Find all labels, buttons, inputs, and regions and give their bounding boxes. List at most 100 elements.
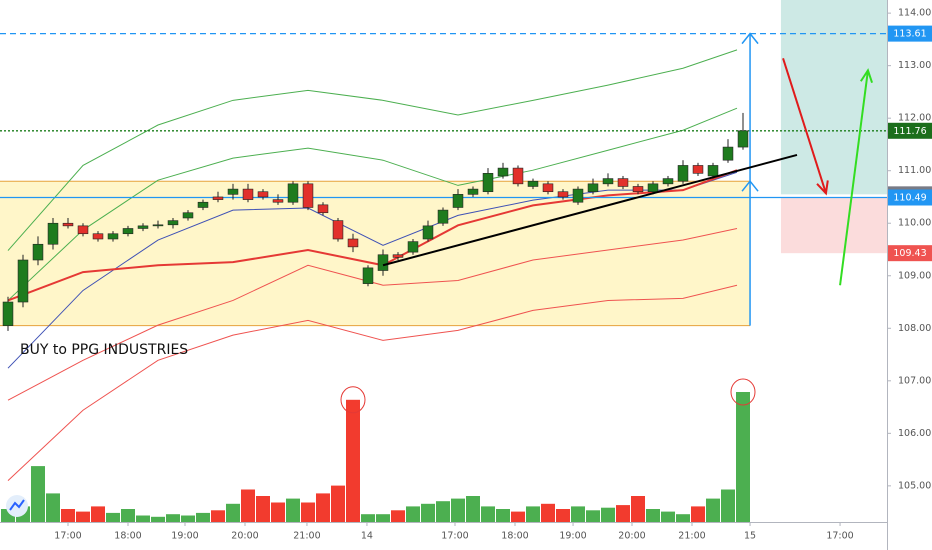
candle-body bbox=[482, 173, 494, 193]
range-box bbox=[0, 181, 751, 326]
candle-body bbox=[692, 165, 704, 174]
candle-body bbox=[362, 267, 374, 284]
y-tick-label: 108.00 bbox=[898, 323, 931, 334]
volume-bar bbox=[615, 505, 630, 522]
volume-bar bbox=[270, 502, 285, 522]
x-tick-label: 19:00 bbox=[171, 531, 198, 542]
candle-body bbox=[287, 183, 299, 203]
candle-body bbox=[572, 188, 584, 203]
candle-body bbox=[542, 183, 554, 193]
logo-mark bbox=[9, 499, 25, 511]
y-tick-label: 111.00 bbox=[898, 165, 931, 176]
indicator-line bbox=[7, 49, 738, 251]
indicator-line bbox=[7, 227, 738, 401]
candle-body bbox=[707, 165, 719, 177]
candle-body bbox=[77, 225, 89, 235]
volume-bar bbox=[165, 514, 180, 522]
measure-arrowhead bbox=[741, 32, 759, 45]
volume-bar bbox=[675, 514, 690, 522]
y-tick-label: 106.00 bbox=[898, 428, 931, 439]
y-tick-label: 114.00 bbox=[898, 8, 931, 19]
candle-body bbox=[92, 233, 104, 240]
volume-bar bbox=[135, 515, 150, 522]
volume-bar bbox=[450, 498, 465, 522]
trendline bbox=[382, 153, 798, 267]
candle-body bbox=[347, 238, 359, 248]
volume-bar bbox=[720, 489, 735, 522]
candle-body bbox=[677, 165, 689, 182]
volume-bar bbox=[345, 399, 360, 522]
candle-body bbox=[47, 222, 59, 245]
y-tick-label: 109.00 bbox=[898, 270, 931, 281]
volume-circle bbox=[340, 386, 366, 414]
candle-body bbox=[512, 167, 524, 185]
volume-bar bbox=[510, 511, 525, 522]
volume-bar bbox=[390, 510, 405, 522]
y-tick-label: 105.00 bbox=[898, 480, 931, 491]
volume-bar bbox=[540, 503, 555, 522]
candle-body bbox=[212, 196, 224, 200]
y-tick-label: 110.00 bbox=[898, 218, 931, 229]
candle-body bbox=[137, 225, 149, 229]
volume-bar bbox=[300, 502, 315, 522]
candle-body bbox=[422, 225, 434, 240]
volume-bar bbox=[285, 498, 300, 522]
plot-area bbox=[0, 0, 887, 522]
candle-body bbox=[662, 178, 674, 185]
indicator-line bbox=[7, 107, 738, 301]
candle-body bbox=[122, 228, 134, 235]
price-badge bbox=[888, 245, 932, 262]
candle-body bbox=[167, 220, 179, 226]
volume-bar bbox=[90, 506, 105, 522]
volume-bar bbox=[525, 506, 540, 522]
volume-bar bbox=[225, 503, 240, 522]
x-tick-label: 15 bbox=[744, 531, 756, 542]
candle-body bbox=[737, 130, 749, 148]
volume-bar bbox=[150, 516, 165, 522]
volume-bar bbox=[495, 509, 510, 522]
price-badge-label: 110.49 bbox=[893, 192, 926, 203]
candle-body bbox=[647, 183, 659, 193]
y-tick-label: 113.00 bbox=[898, 60, 931, 71]
candle-body bbox=[227, 188, 239, 195]
arrow-head bbox=[816, 180, 829, 196]
indicator-line bbox=[7, 284, 738, 481]
candle-body bbox=[557, 191, 569, 198]
volume-bar bbox=[255, 496, 270, 522]
candle-body bbox=[17, 259, 29, 303]
x-tick-label: 21:00 bbox=[293, 531, 320, 542]
annotation: BUY to PPG INDUSTRIES bbox=[20, 342, 188, 358]
volume-bar bbox=[120, 509, 135, 522]
arrow-head bbox=[859, 68, 873, 84]
candle-body bbox=[602, 178, 614, 185]
candle-body bbox=[587, 183, 599, 193]
candle-body bbox=[437, 209, 449, 224]
candle-body bbox=[317, 204, 329, 214]
volume-bar bbox=[435, 501, 450, 522]
x-tick-label: 20:00 bbox=[231, 531, 258, 542]
price-badge-label: 113.61 bbox=[893, 29, 926, 40]
volume-bar bbox=[375, 514, 390, 522]
y-tick-label: 107.00 bbox=[898, 375, 931, 386]
volume-bar bbox=[600, 507, 615, 522]
price-badge bbox=[888, 189, 932, 206]
candle-body bbox=[302, 183, 314, 208]
volume-bar bbox=[465, 496, 480, 522]
volume-bar bbox=[240, 489, 255, 522]
candle-body bbox=[272, 199, 284, 203]
volume-bar bbox=[330, 485, 345, 522]
candle-body bbox=[332, 220, 344, 240]
candle-body bbox=[467, 188, 479, 195]
candle-body bbox=[722, 146, 734, 161]
candle-body bbox=[242, 188, 254, 200]
arrow-shaft bbox=[782, 58, 827, 194]
candle-body bbox=[527, 180, 539, 187]
volume-bar bbox=[45, 493, 60, 522]
volume-bar bbox=[210, 510, 225, 522]
volume-bar bbox=[555, 509, 570, 522]
x-tick-label: 21:00 bbox=[678, 531, 705, 542]
x-tick-label: 17:00 bbox=[826, 531, 853, 542]
candle-body bbox=[182, 212, 194, 219]
candle-body bbox=[32, 243, 44, 261]
